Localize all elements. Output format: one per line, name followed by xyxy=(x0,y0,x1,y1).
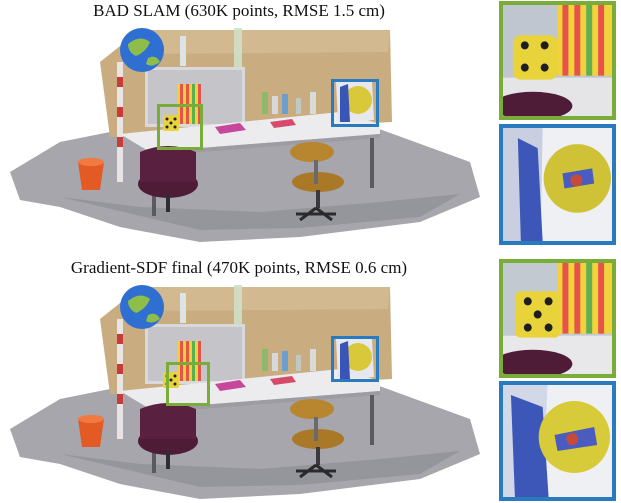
zoom-dice-top xyxy=(499,1,616,120)
bottom-caption: Gradient-SDF final (470K points, RMSE 0.… xyxy=(70,258,408,277)
gradient-sdf-reconstruction xyxy=(8,283,482,501)
green-zoom-marker-top xyxy=(157,104,203,150)
blue-zoom-marker-top xyxy=(331,79,379,127)
top-caption: BAD SLAM (630K points, RMSE 1.5 cm) xyxy=(93,1,385,20)
bad-slam-reconstruction xyxy=(8,26,482,244)
dice-icon xyxy=(512,35,558,80)
zoom-figure-top xyxy=(499,124,616,245)
zoom-figure-bottom xyxy=(499,381,616,501)
blue-zoom-marker-bottom xyxy=(331,336,379,382)
green-zoom-marker-bottom xyxy=(166,362,210,406)
zoom-dice-bottom xyxy=(499,259,616,378)
